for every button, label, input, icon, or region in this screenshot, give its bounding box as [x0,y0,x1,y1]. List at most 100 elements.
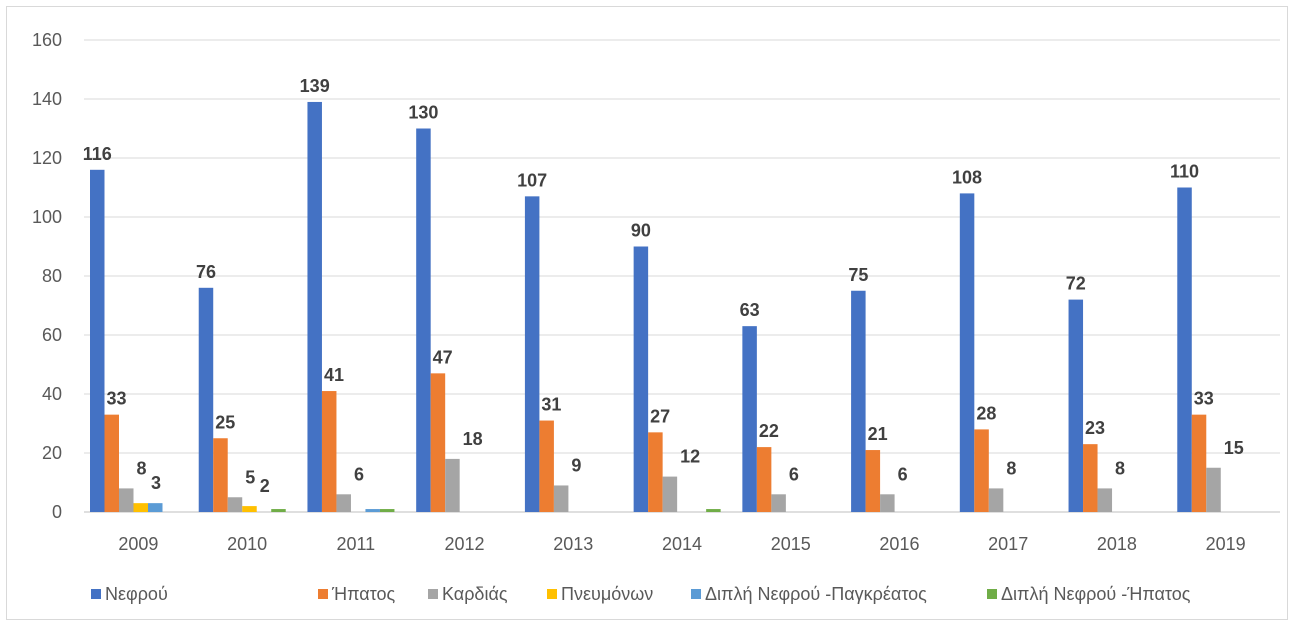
y-tick-label: 160 [32,30,62,50]
data-label-2014-series-2: 27 [650,406,670,426]
bar-2015-series-2 [756,447,772,512]
bar-2009-series-2 [104,414,119,512]
data-label-2011-series-3: 6 [354,464,364,484]
legend-item: Ήπατος [318,584,396,604]
bar-2018-series-1 [1068,299,1084,512]
legend-item: Διπλή Νεφρού -Ήπατος [987,584,1191,604]
y-tick-label: 100 [32,207,62,227]
bar-2016-series-1 [851,290,866,512]
gridlines [84,39,1280,513]
x-tick-label-2009: 2009 [118,534,158,554]
data-label-2015-series-1: 63 [740,300,760,320]
bar-2012-series-2 [430,373,446,512]
data-label-2013-series-1: 107 [517,170,547,190]
x-tick-label-2019: 2019 [1206,534,1246,554]
data-label-2011-series-2: 41 [324,365,344,385]
data-label-2019-series-1: 110 [1170,162,1199,182]
x-tick-label-2010: 2010 [227,534,267,554]
bar-2009-series-3 [119,488,134,512]
bar-2015-series-1 [742,326,757,512]
y-tick-label: 60 [42,325,62,345]
x-tick-label-2015: 2015 [771,534,811,554]
bar-2011-series-5 [365,509,380,512]
legend-label: Καρδιάς [442,584,508,604]
y-axis: 0 20 40 60 80 100 120 140 160 [32,30,62,522]
x-tick-label-2012: 2012 [445,534,485,554]
bar-2017-series-1 [959,193,975,512]
data-label-2014-series-1: 90 [631,221,651,241]
data-label-2015-series-2: 22 [759,421,779,441]
legend-swatch [987,589,997,599]
bar-2017-series-2 [974,429,989,512]
bar-2010-series-4 [242,506,257,512]
bar-2009-series-4 [133,503,148,512]
legend-item: Νεφρού [91,584,168,604]
legend-item: Διπλή Νεφρού -Παγκρέατος [691,584,927,604]
bar-2019-series-1 [1177,187,1192,512]
legend-label: Διπλή Νεφρού -Ήπατος [1001,584,1191,604]
bar-2011-series-2 [321,391,337,512]
data-label-2013-series-3: 9 [571,455,581,475]
x-tick-label-2013: 2013 [553,534,593,554]
x-tick-label-2016: 2016 [879,534,919,554]
data-label-2019-series-2: 33 [1194,389,1214,409]
data-label-2017-series-3: 8 [1006,458,1016,478]
y-tick-label: 140 [32,89,62,109]
data-label-2010-series-1: 76 [196,262,216,282]
bar-2011-series-3 [336,494,351,512]
data-label-2018-series-3: 8 [1115,458,1125,478]
data-label-2018-series-1: 72 [1066,274,1086,294]
data-label-2017-series-2: 28 [976,403,996,423]
x-axis: 2009 2010 2011 2012 2013 2014 2015 2016 2017 2018… [118,534,1245,554]
y-tick-label: 20 [42,443,62,463]
bar-2018-series-2 [1083,444,1098,512]
legend-swatch [691,589,701,599]
bar-2013-series-3 [553,485,569,512]
data-label-2015-series-3: 6 [789,464,799,484]
bar-2010-series-6 [271,509,286,512]
bar-2010-series-3 [227,497,243,512]
bar-2016-series-2 [865,450,881,512]
data-label-2009-series-2: 33 [107,389,127,409]
y-tick-label: 0 [52,502,62,522]
data-label-2018-series-2: 23 [1085,418,1105,438]
bar-2010-series-1 [198,287,214,512]
legend-swatch [318,589,328,599]
data-label-2009-series-3: 8 [137,458,147,478]
bar-2019-series-2 [1191,414,1207,512]
data-label-2019-series-3: 15 [1224,438,1244,458]
data-label-2010-series-2: 25 [215,412,235,432]
x-tick-label-2017: 2017 [988,534,1028,554]
bar-2017-series-3 [988,488,1004,512]
data-label-2011-series-1: 139 [300,76,330,96]
data-label-2009-series-1: 116 [83,144,112,164]
bar-2015-series-3 [771,494,786,512]
y-tick-label: 80 [42,266,62,286]
x-tick-label-2014: 2014 [662,534,702,554]
bars [90,101,1221,513]
data-label-2014-series-3: 12 [680,447,700,467]
data-label-2012-series-3: 18 [463,429,483,449]
y-tick-label: 40 [42,384,62,404]
legend: Νεφρού Ήπατος Καρδιάς Πνευμόνων Διπλή Νεφρού… [91,584,1191,604]
data-label-2016-series-1: 75 [848,265,868,285]
bar-2013-series-1 [524,196,540,512]
data-label-2010-series-3: 5 [245,467,255,487]
legend-item: Πνευμόνων [547,584,653,604]
data-label-2013-series-2: 31 [541,395,561,415]
bar-2009-series-5 [148,503,163,512]
x-tick-label-2011: 2011 [336,534,375,554]
data-label-2012-series-1: 130 [408,103,438,123]
data-label-2017-series-1: 108 [952,167,982,187]
bar-2016-series-3 [880,494,895,512]
bar-2014-series-6 [706,509,721,512]
data-label-2016-series-2: 21 [868,424,888,444]
bar-2009-series-1 [90,169,105,513]
bar-2012-series-3 [445,458,460,512]
data-label-2012-series-2: 47 [433,347,453,367]
y-tick-label: 120 [32,148,62,168]
bar-2014-series-1 [633,246,649,512]
legend-swatch [547,589,557,599]
